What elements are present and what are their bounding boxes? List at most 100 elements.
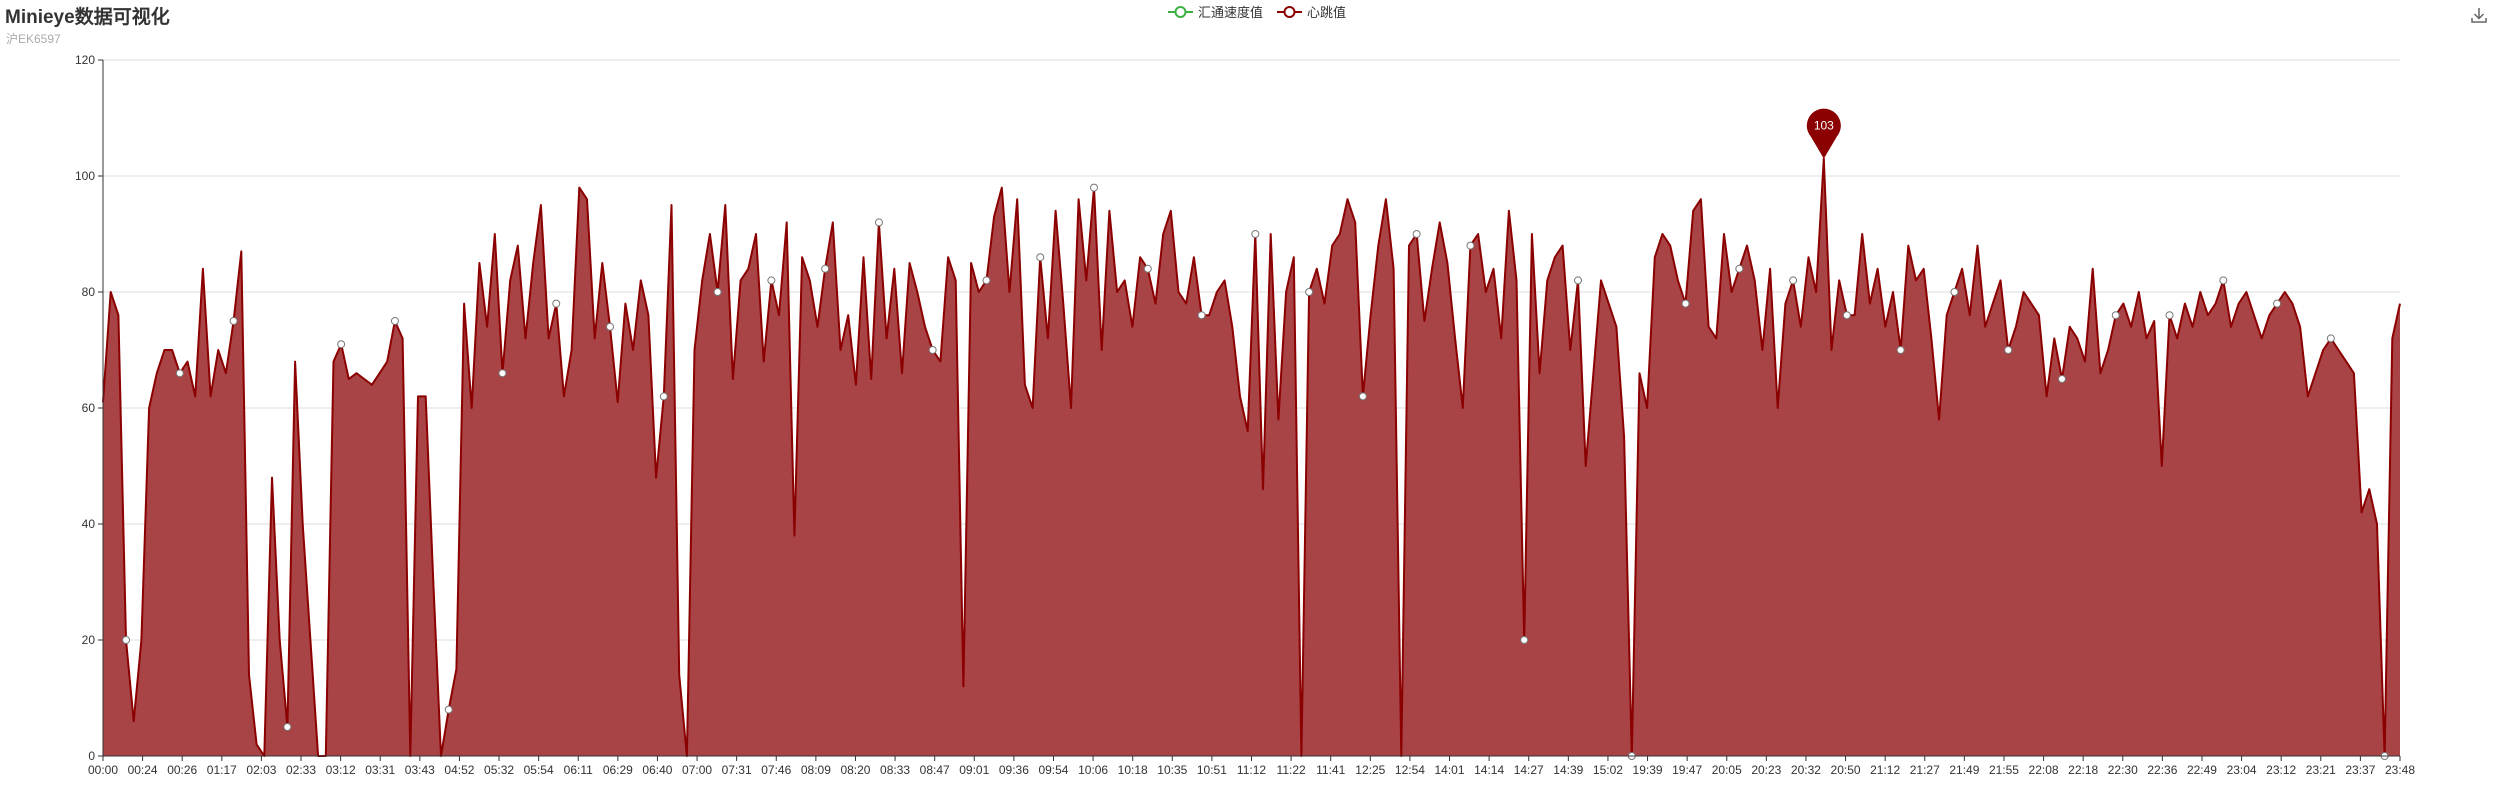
x-tick-label: 20:32 <box>1791 763 1821 777</box>
legend: 汇通速度值 心跳值 <box>1168 2 1346 21</box>
data-point <box>1251 230 1260 238</box>
x-tick-label: 03:12 <box>326 763 356 777</box>
legend-item-heartbeat[interactable]: 心跳值 <box>1277 2 1346 21</box>
data-point <box>1520 636 1529 644</box>
y-tick-label: 0 <box>88 749 95 763</box>
x-tick-label: 23:48 <box>2385 763 2415 777</box>
data-point <box>283 723 292 731</box>
x-tick-label: 11:12 <box>1237 763 1266 777</box>
data-point <box>552 299 561 308</box>
x-tick-label: 23:12 <box>2266 763 2296 777</box>
data-point <box>767 276 776 285</box>
legend-marker-heartbeat-icon <box>1277 5 1303 18</box>
x-tick-label: 00:00 <box>88 763 118 777</box>
data-point <box>2057 375 2066 383</box>
x-tick-label: 22:49 <box>2187 763 2217 777</box>
data-point <box>444 705 453 714</box>
legend-item-speed[interactable]: 汇通速度值 <box>1168 2 1263 21</box>
x-tick-label: 14:27 <box>1514 763 1544 777</box>
data-point <box>821 264 830 273</box>
x-tick-label: 22:36 <box>2147 763 2177 777</box>
x-tick-label: 03:43 <box>405 763 435 777</box>
series-area-heartbeat <box>103 158 2400 757</box>
data-point <box>2219 276 2228 285</box>
data-point <box>390 317 399 325</box>
data-point <box>1950 288 1959 296</box>
x-tick-label: 11:22 <box>1277 763 1306 777</box>
data-point <box>1735 264 1744 273</box>
x-tick-label: 12:25 <box>1355 763 1385 777</box>
x-tick-label: 01:17 <box>207 763 237 777</box>
x-tick-label: 06:11 <box>564 763 593 777</box>
data-point <box>1143 264 1152 273</box>
y-tick-label: 20 <box>82 633 96 647</box>
x-tick-label: 22:08 <box>2029 763 2059 777</box>
x-tick-label: 00:24 <box>128 763 158 777</box>
data-point <box>1090 183 1099 192</box>
y-tick-label: 100 <box>75 169 95 183</box>
data-point <box>337 340 346 349</box>
x-tick-label: 12:54 <box>1395 763 1425 777</box>
chart-title: Minieye数据可视化 <box>5 7 170 28</box>
x-tick-label: 08:47 <box>920 763 950 777</box>
data-point <box>2273 299 2282 308</box>
data-point <box>874 218 883 227</box>
x-tick-label: 04:52 <box>444 763 474 777</box>
x-tick-label: 08:33 <box>880 763 910 777</box>
x-tick-label: 23:21 <box>2306 763 2336 777</box>
data-point <box>1681 299 1690 308</box>
data-point <box>2111 311 2120 320</box>
x-tick-label: 14:01 <box>1435 763 1465 777</box>
x-tick-label: 03:31 <box>365 763 395 777</box>
x-tick-label: 10:35 <box>1157 763 1187 777</box>
max-pin-label: 103 <box>1814 119 1834 133</box>
y-tick-label: 60 <box>82 401 96 415</box>
data-point <box>2326 334 2335 343</box>
y-tick-label: 40 <box>82 517 96 531</box>
x-tick-label: 07:00 <box>682 763 712 777</box>
chart-subtitle: 沪EK6597 <box>6 32 61 46</box>
x-tick-label: 10:18 <box>1118 763 1148 777</box>
x-tick-label: 07:31 <box>722 763 752 777</box>
data-point <box>175 369 184 378</box>
x-tick-label: 00:26 <box>167 763 197 777</box>
y-tick-label: 120 <box>75 53 95 67</box>
data-point <box>2165 311 2174 320</box>
x-tick-label: 23:04 <box>2227 763 2257 777</box>
x-tick-label: 21:55 <box>1989 763 2019 777</box>
x-tick-label: 10:06 <box>1078 763 1108 777</box>
x-tick-label: 23:37 <box>2345 763 2375 777</box>
data-point <box>1896 346 1905 354</box>
x-tick-label: 19:39 <box>1633 763 1663 777</box>
data-point <box>1305 288 1314 296</box>
x-tick-label: 21:49 <box>1949 763 1979 777</box>
x-tick-label: 05:54 <box>524 763 554 777</box>
data-point <box>1197 311 1206 320</box>
data-point <box>122 636 131 644</box>
x-tick-label: 07:46 <box>761 763 791 777</box>
y-tick-label: 80 <box>82 285 96 299</box>
legend-label-heartbeat: 心跳值 <box>1307 5 1347 20</box>
x-tick-label: 14:14 <box>1474 763 1504 777</box>
x-tick-label: 02:03 <box>246 763 276 777</box>
x-tick-label: 06:40 <box>642 763 672 777</box>
download-icon[interactable] <box>2470 6 2488 24</box>
x-tick-label: 08:09 <box>801 763 831 777</box>
x-tick-label: 21:12 <box>1870 763 1900 777</box>
legend-label-speed: 汇通速度值 <box>1198 5 1264 20</box>
x-tick-label: 09:36 <box>999 763 1029 777</box>
data-point <box>982 276 991 285</box>
data-point <box>498 369 507 378</box>
x-tick-label: 22:18 <box>2068 763 2098 777</box>
legend-marker-speed-icon <box>1168 5 1193 18</box>
x-tick-label: 14:39 <box>1553 763 1583 777</box>
x-tick-label: 06:29 <box>603 763 633 777</box>
data-point <box>1412 230 1421 238</box>
data-point <box>606 322 615 331</box>
data-point <box>1573 276 1582 285</box>
data-point <box>1466 241 1475 250</box>
x-tick-label: 20:05 <box>1712 763 1742 777</box>
x-tick-label: 08:20 <box>840 763 870 777</box>
x-tick-label: 11:41 <box>1316 763 1345 777</box>
